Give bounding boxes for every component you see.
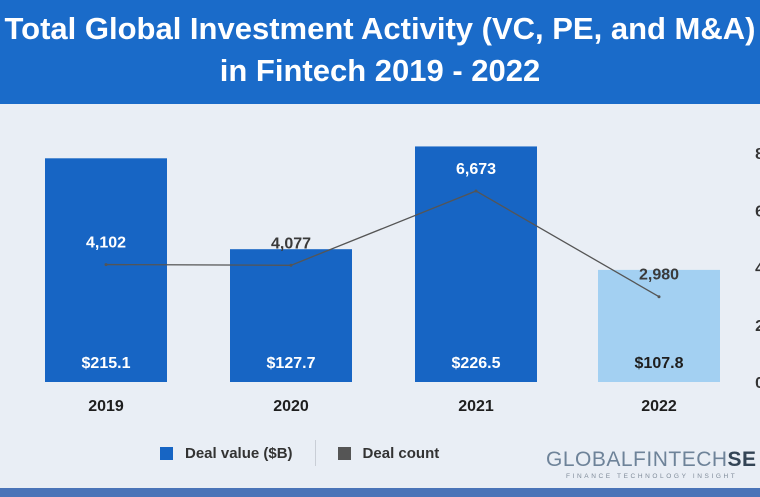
bar-series xyxy=(45,146,720,382)
x-tick-2020: 2020 xyxy=(273,398,309,415)
deal-count-point-2021 xyxy=(474,189,478,193)
right-axis-tick: 8 xyxy=(755,146,760,163)
deal-value-label-2019: $215.1 xyxy=(82,355,131,372)
right-axis-ticks: 0 2 4 6 8 xyxy=(755,146,760,392)
deal-count-label-2020: 4,077 xyxy=(271,235,311,252)
logo-wordmark: GLOBALFINTECHSE xyxy=(546,448,760,472)
deal-count-label-2019: 4,102 xyxy=(86,235,126,252)
brand-logo: GLOBALFINTECHSE FINANCE TECHNOLOGY INSIG… xyxy=(546,448,760,480)
deal-value-label-2021: $226.5 xyxy=(452,355,501,372)
deal-count-label-2021: 6,673 xyxy=(456,161,496,178)
right-axis-tick: 2 xyxy=(755,318,760,335)
legend-swatch-deal-value xyxy=(160,446,173,460)
x-axis-ticks: 2019 2020 2021 2022 xyxy=(88,398,677,415)
deal-value-label-2022: $107.8 xyxy=(635,355,684,372)
chart-title: Total Global Investment Activity (VC, PE… xyxy=(0,8,760,92)
deal-value-label-2020: $127.7 xyxy=(267,355,316,372)
bar-2020 xyxy=(230,249,352,382)
deal-count-label-2022: 2,980 xyxy=(639,267,679,284)
legend-label-deal-count: Deal count xyxy=(362,444,440,462)
legend-label-deal-value: Deal value ($B) xyxy=(185,444,293,462)
legend-swatch-deal-count xyxy=(337,446,351,460)
title-line-2: in Fintech 2019 - 2022 xyxy=(219,53,541,88)
title-banner: Total Global Investment Activity (VC, PE… xyxy=(0,0,760,104)
right-axis-tick: 0 xyxy=(755,375,760,392)
logo-text-light: GLOBALFINTECH xyxy=(546,448,728,471)
count-labels: 4,102 4,077 6,673 2,980 xyxy=(86,161,679,284)
bar-2019 xyxy=(45,158,167,382)
bar-2021 xyxy=(415,146,537,382)
x-tick-2019: 2019 xyxy=(88,398,124,415)
right-axis-tick: 6 xyxy=(755,203,760,220)
deal-count-point-2020 xyxy=(289,263,293,267)
bar-2022 xyxy=(598,269,720,382)
logo-tagline: FINANCE TECHNOLOGY INSIGHT xyxy=(566,473,738,480)
footer-bar xyxy=(0,488,760,497)
deal-count-point-2019 xyxy=(104,263,108,267)
value-labels: $215.1 $127.7 $226.5 $107.8 xyxy=(82,355,684,372)
legend-divider xyxy=(314,440,316,466)
x-tick-2022: 2022 xyxy=(641,398,677,415)
line-series xyxy=(104,189,661,299)
legend: Deal value ($B) Deal count xyxy=(160,440,439,466)
deal-count-point-2022 xyxy=(657,295,661,299)
title-line-1: Total Global Investment Activity (VC, PE… xyxy=(4,11,756,46)
deal-count-line xyxy=(105,190,660,298)
right-axis-tick: 4 xyxy=(755,261,760,278)
x-tick-2021: 2021 xyxy=(458,398,494,415)
logo-text-bold: SE xyxy=(727,448,757,471)
